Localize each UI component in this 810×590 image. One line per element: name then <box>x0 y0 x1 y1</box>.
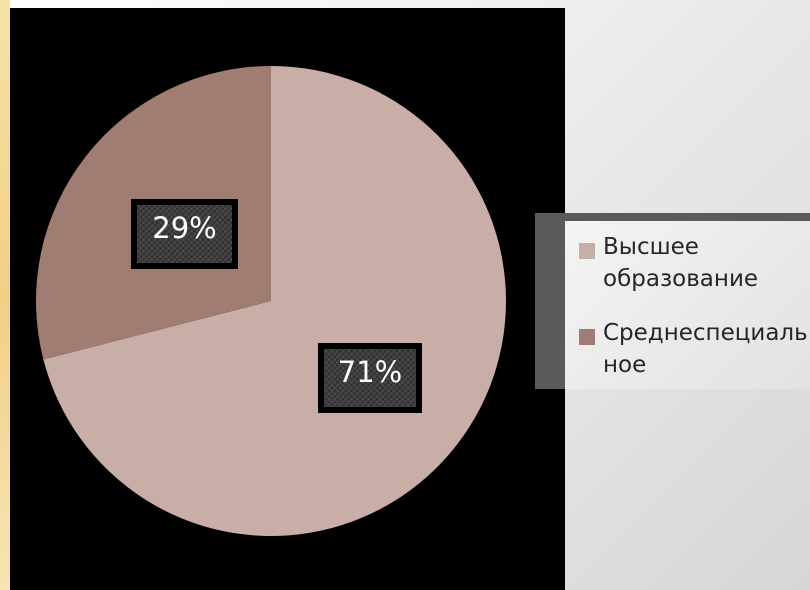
accent-strip <box>0 0 10 590</box>
legend-panel: Высшее образование Среднеспециаль ное <box>565 221 810 389</box>
chart-plot-area: 29% 71% <box>10 8 565 590</box>
pie-chart <box>35 66 507 536</box>
legend: Высшее образование Среднеспециаль ное <box>535 213 810 389</box>
legend-label-higher: Высшее образование <box>603 234 759 292</box>
data-label-box-secondary: 29% <box>131 199 238 269</box>
legend-swatch-higher <box>579 243 595 259</box>
legend-label-secondary: Среднеспециаль ное <box>603 320 808 378</box>
legend-swatch-secondary <box>579 329 595 345</box>
data-label-secondary: 29% <box>137 205 232 263</box>
pie-slice-higher-education <box>43 66 507 536</box>
data-label-box-higher: 71% <box>318 343 422 413</box>
data-label-higher: 71% <box>324 349 416 407</box>
